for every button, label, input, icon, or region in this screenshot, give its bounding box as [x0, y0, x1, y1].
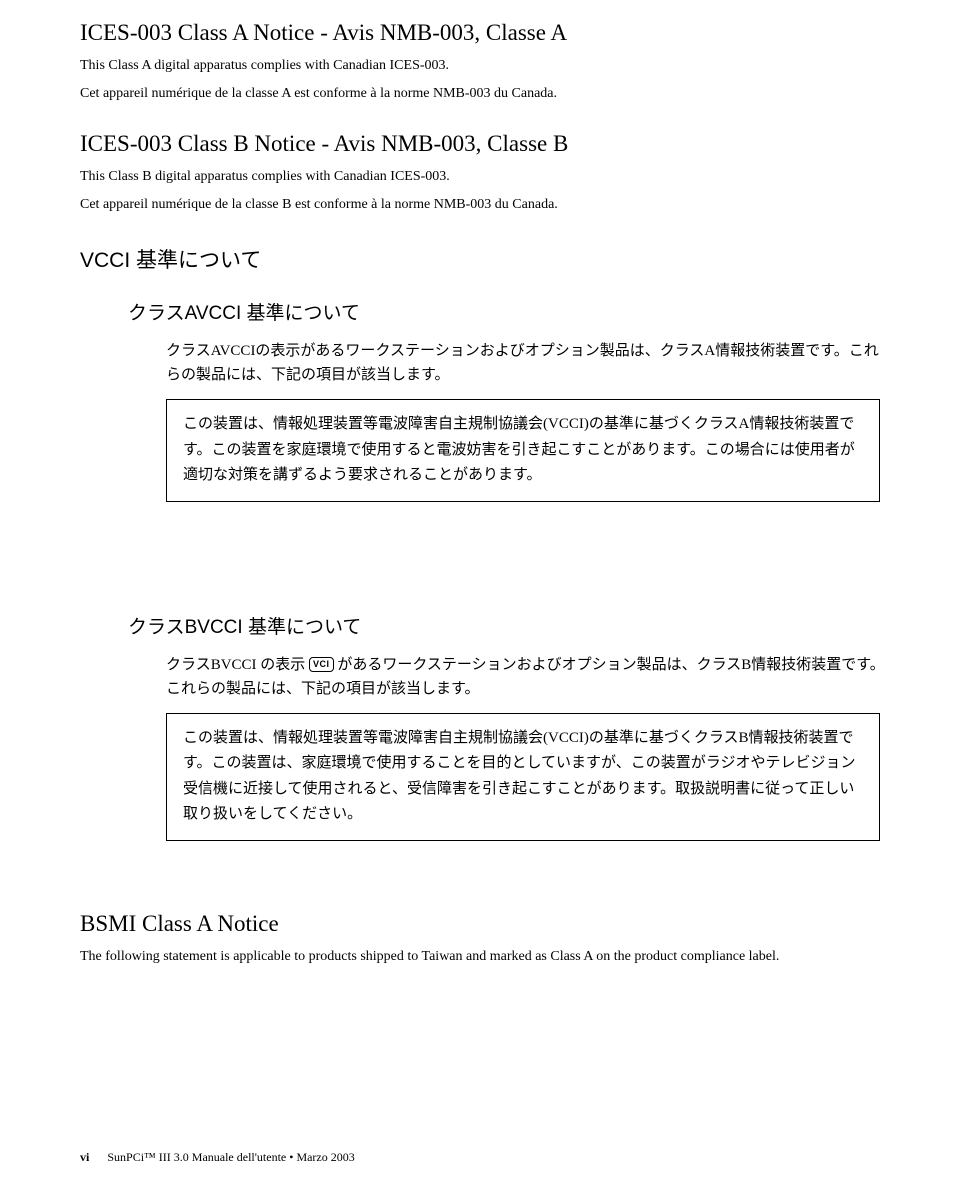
spacer [80, 841, 890, 911]
vcci-mark-icon: VCI [309, 657, 334, 672]
vcci-b-heading: クラスBVCCI 基準について [128, 612, 890, 639]
vcci-class-a-section: クラスAVCCI 基準について クラスAVCCIの表示があるワークステーションお… [128, 298, 890, 502]
page-footer: vi SunPCi™ III 3.0 Manuale dell'utente • … [80, 1150, 355, 1165]
ices-b-line2: Cet appareil numérique de la classe B es… [80, 195, 890, 215]
spacer [80, 502, 890, 612]
vcci-b-box-text: この装置は、情報処理装置等電波障害自主規制協議会(VCCI)の基準に基づくクラス… [183, 726, 863, 828]
vcci-b-body: クラスBVCCI の表示 VCI があるワークステーションおよびオプション製品は… [166, 653, 890, 701]
bsmi-body: The following statement is applicable to… [80, 947, 890, 967]
vcci-a-box: この装置は、情報処理装置等電波障害自主規制協議会(VCCI)の基準に基づくクラス… [166, 399, 880, 502]
document-page: ICES-003 Class A Notice - Avis NMB-003, … [0, 0, 960, 1185]
vcci-b-box: この装置は、情報処理装置等電波障害自主規制協議会(VCCI)の基準に基づくクラス… [166, 713, 880, 841]
footer-text: SunPCi™ III 3.0 Manuale dell'utente • Ma… [107, 1150, 354, 1164]
bsmi-heading: BSMI Class A Notice [80, 911, 890, 937]
ices-a-line2: Cet appareil numérique de la classe A es… [80, 84, 890, 104]
ices-b-line1: This Class B digital apparatus complies … [80, 167, 890, 187]
vcci-class-b-section: クラスBVCCI 基準について クラスBVCCI の表示 VCI があるワークス… [128, 612, 890, 841]
vcci-a-box-text: この装置は、情報処理装置等電波障害自主規制協議会(VCCI)の基準に基づくクラス… [183, 412, 863, 489]
vcci-a-body: クラスAVCCIの表示があるワークステーションおよびオプション製品は、クラスA情… [166, 339, 890, 387]
vcci-main-heading: VCCI 基準について [80, 244, 890, 274]
ices-a-line1: This Class A digital apparatus complies … [80, 56, 890, 76]
ices-b-heading: ICES-003 Class B Notice - Avis NMB-003, … [80, 131, 890, 157]
vcci-a-heading: クラスAVCCI 基準について [128, 298, 890, 325]
vcci-b-body-before: クラスBVCCI の表示 [166, 657, 309, 673]
footer-page-number: vi [80, 1150, 89, 1165]
ices-a-heading: ICES-003 Class A Notice - Avis NMB-003, … [80, 20, 890, 46]
